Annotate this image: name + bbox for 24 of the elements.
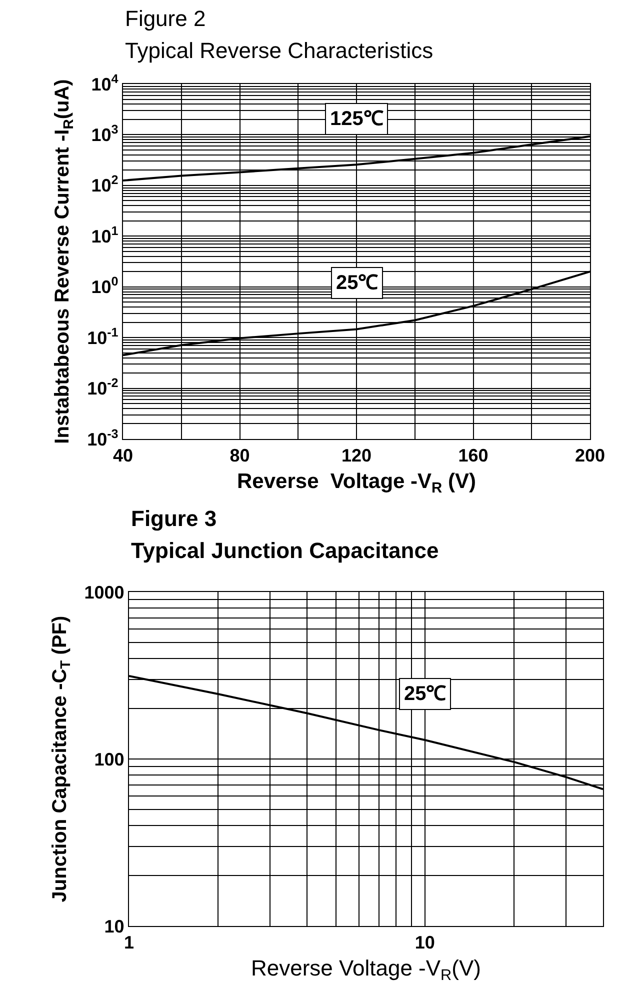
- x-tick-label: 160: [458, 446, 488, 466]
- y-tick-label: 10$^{4}$: [91, 72, 118, 94]
- x-axis-title: Reverse Voltage -V$_{R}$(V): [251, 956, 481, 984]
- series-label: 25℃: [336, 272, 378, 294]
- chart-title: Figure 3: [131, 506, 217, 531]
- y-tick-label: 10$^{2}$: [91, 173, 118, 196]
- y-tick-label: 10$^{3}$: [91, 122, 118, 146]
- series-label: 125℃: [330, 108, 384, 130]
- x-axis-title: Reverse Voltage -V$_{R}$ (V): [237, 470, 476, 496]
- y-tick-label: 10$^{-2}$: [87, 376, 118, 399]
- x-tick-label: 120: [341, 446, 372, 466]
- y-tick-label: 10$^{-1}$: [87, 325, 118, 348]
- series-label: 25℃: [404, 683, 446, 705]
- chart-subtitle: Typical Junction Capacitance: [131, 538, 439, 563]
- y-tick-label: 10: [104, 916, 124, 936]
- x-tick-label: 80: [230, 446, 250, 466]
- x-tick-label: 1: [124, 932, 134, 953]
- chart-title: Figure 2: [125, 6, 206, 31]
- y-tick-label: 1000: [84, 582, 124, 602]
- x-tick-label: 200: [574, 446, 606, 466]
- y-tick-label: 10$^{0}$: [91, 274, 118, 298]
- y-tick-label: 100: [94, 749, 124, 770]
- chart-subtitle: Typical Reverse Characteristics: [125, 38, 434, 63]
- y-tick-label: 10$^{1}$: [91, 224, 118, 246]
